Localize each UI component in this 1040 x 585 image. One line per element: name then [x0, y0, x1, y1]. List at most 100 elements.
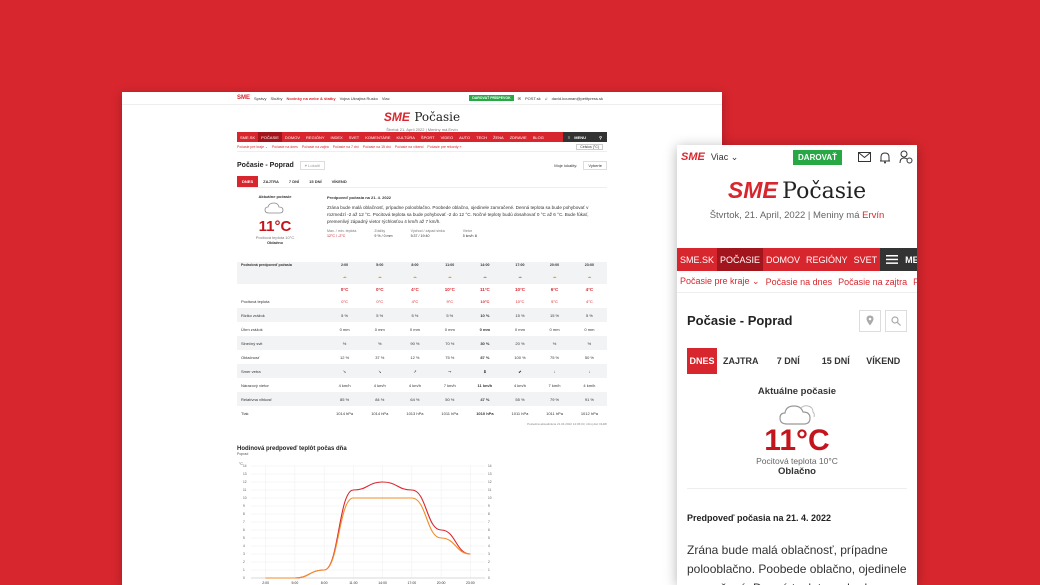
subnav-item-dnes[interactable]: Počasie na dnes — [765, 276, 833, 287]
y-tick-label: 13 — [243, 472, 247, 476]
current-label: Aktuálne počasie — [258, 194, 292, 199]
nav-item-domov[interactable]: DOMOV — [766, 254, 801, 265]
table-header-row: Podrobná predpoveď počasia 2:00 5:00 8:0… — [237, 262, 607, 268]
nav-item-regiony[interactable]: REGIÓNY — [806, 254, 848, 265]
row-cell: 75 % — [445, 354, 455, 360]
row-cell: 0 mm — [514, 326, 525, 332]
row-cell: 1014 hPa — [336, 410, 354, 416]
nav-item-smesk[interactable]: SME.SK — [680, 254, 715, 265]
nav-item-active[interactable]: POČASIE — [258, 132, 282, 142]
mail-icon[interactable] — [857, 150, 871, 164]
nav-item[interactable]: ŠPORT — [420, 134, 435, 140]
row-cell: 79 % — [537, 392, 572, 406]
topbar-item-sluzby[interactable]: Služby — [270, 95, 283, 101]
y-tick-label: 7 — [243, 520, 245, 524]
nav-item[interactable]: SME.SK — [240, 134, 256, 140]
subnav-item[interactable]: Počasie na 15 dní — [362, 144, 391, 149]
graph-subtitle: Poprad — [237, 452, 249, 456]
tab-15-dni[interactable]: 15 DNÍ — [821, 356, 850, 366]
nav-item-svet[interactable]: SVET — [853, 254, 878, 265]
y-tick-label: 8 — [243, 512, 245, 516]
user-settings-icon[interactable] — [899, 150, 913, 164]
nav-item[interactable]: REGIÓNY — [306, 134, 325, 140]
tab-vikend[interactable]: VÍKEND — [866, 356, 901, 366]
subnav-item[interactable]: Počasie pre rekordy » — [427, 144, 462, 149]
topbar-extra-link[interactable]: Vojna Ukrajina Rusko — [339, 95, 378, 101]
topbar-item-viac[interactable]: Viac — [381, 95, 390, 101]
site-logo[interactable]: SME Počasie — [122, 108, 722, 126]
tab-15-dni[interactable]: 15 DNÍ — [309, 179, 322, 184]
row-cell: 5 % — [571, 308, 607, 322]
topbar-hot-link[interactable]: Novinky na webe & štatky — [286, 95, 336, 101]
search-location-icon[interactable] — [885, 309, 907, 332]
nav-item[interactable]: INDEX — [330, 134, 343, 140]
tab-7-dni[interactable]: 7 DNÍ — [776, 356, 800, 366]
post-link[interactable]: POST.sk — [525, 95, 541, 101]
row-cell: 4 km/h — [338, 382, 351, 388]
tab-dnes[interactable]: DNES — [687, 348, 717, 374]
menu-button[interactable]: MENU — [880, 248, 917, 271]
subnav-item-7-dni[interactable]: Počasie na 7 dní — [913, 276, 917, 287]
search-icon[interactable]: ⚲ — [594, 132, 607, 142]
mobile-topbar-logo[interactable]: SME — [681, 151, 705, 163]
stat-value: 9 % / 0 mm — [374, 234, 393, 238]
user-link[interactable]: david.kouman@petitpress.sk — [551, 95, 603, 101]
subnav-item[interactable]: Počasie na dnes — [271, 144, 298, 149]
mail-icon[interactable]: ✉ — [517, 95, 522, 101]
nav-item[interactable]: BLOG — [532, 134, 544, 140]
nav-item[interactable]: VIDEO — [440, 134, 454, 140]
y-tick-label-right: 8 — [488, 512, 490, 516]
subnav-item[interactable]: Počasie na 7 dní — [332, 144, 359, 149]
row-label: Tlak — [241, 410, 249, 416]
sun-cloud-icon: ☁ — [362, 268, 398, 284]
y-tick-label: 2 — [243, 560, 245, 564]
nav-item[interactable]: SVET — [348, 134, 360, 140]
desktop-subnav: Počasie pre kraje ⌄ Počasie na dnes Poča… — [237, 142, 607, 152]
location-input[interactable]: ⌖ Lokalit — [299, 160, 325, 170]
tab-dnes[interactable]: DNES — [237, 176, 259, 187]
tab-7-dni[interactable]: 7 DNÍ — [288, 179, 300, 184]
site-logo[interactable]: SME Počasie — [677, 177, 917, 204]
y-tick-label: 4 — [243, 544, 245, 548]
row-cell: ⬇ — [467, 364, 503, 378]
subnav-item-zajtra[interactable]: Počasie na zajtra — [838, 276, 908, 287]
row-cell: 4°C — [411, 298, 419, 304]
donate-button[interactable]: DAROVAŤ PRÍSPEVOK — [469, 95, 514, 101]
bell-icon[interactable]: ♫ — [544, 95, 548, 101]
topbar-logo[interactable]: SME — [237, 95, 251, 101]
nav-item[interactable]: KOMENTÁRE — [365, 134, 391, 140]
topbar-item-spravy[interactable]: Správy — [254, 95, 267, 101]
subnav-item[interactable]: Počasie na zajtra — [301, 144, 329, 149]
nav-item[interactable]: KULTÚRA — [396, 134, 415, 140]
nav-item[interactable]: ZDRAVIE — [509, 134, 527, 140]
nav-item[interactable]: AUTO — [459, 134, 471, 140]
row-cell: 1011 hPa — [546, 410, 563, 416]
nav-item-pocasie[interactable]: POČASIE — [717, 248, 764, 271]
row-cell: 37 % — [375, 354, 385, 360]
nav-item[interactable]: ŽENA — [493, 134, 504, 140]
donate-button[interactable]: DAROVAŤ — [793, 149, 842, 165]
bell-icon[interactable] — [878, 150, 892, 164]
tab-zajtra[interactable]: ZAJTRA — [263, 179, 279, 184]
hour-cell: 23:00 — [571, 262, 607, 268]
location-pin-icon[interactable] — [859, 309, 881, 332]
menu-button[interactable]: ≡ MENU — [562, 132, 595, 142]
subnav-item[interactable]: Počasie pre kraje ⌄ — [237, 144, 268, 149]
viac-label: Viac — [710, 151, 729, 162]
subnav-item-kraje[interactable]: Počasie pre kraje ⌄ — [680, 276, 760, 286]
table-row: Slnečný svit%% 90 % 70 % 30 % 20 %%% — [237, 336, 607, 350]
row-cell: 15 % — [537, 308, 572, 322]
nav-item[interactable]: TECH — [476, 134, 488, 140]
condition: Oblačno — [777, 466, 816, 477]
tab-zajtra[interactable]: ZAJTRA — [723, 356, 759, 366]
row-label: Pocitová teplota — [241, 298, 270, 304]
nav-item[interactable]: DOMOV — [284, 134, 301, 140]
row-cell: 0°C — [341, 298, 348, 304]
mobile-screenshot: SME Viac ⌄ DAROVAŤ SME Počasie Štvrtok, … — [677, 145, 917, 585]
tab-vikend[interactable]: VÍKEND — [331, 179, 347, 184]
moje-lokality-select[interactable]: Vyberte — [583, 160, 607, 170]
unit-select[interactable]: Celsius (°C) — [576, 143, 603, 150]
viac-dropdown[interactable]: Viac ⌄ — [710, 151, 739, 162]
x-tick-label: 11:00 — [349, 581, 358, 585]
subnav-item[interactable]: Počasie na víkend — [394, 144, 424, 149]
